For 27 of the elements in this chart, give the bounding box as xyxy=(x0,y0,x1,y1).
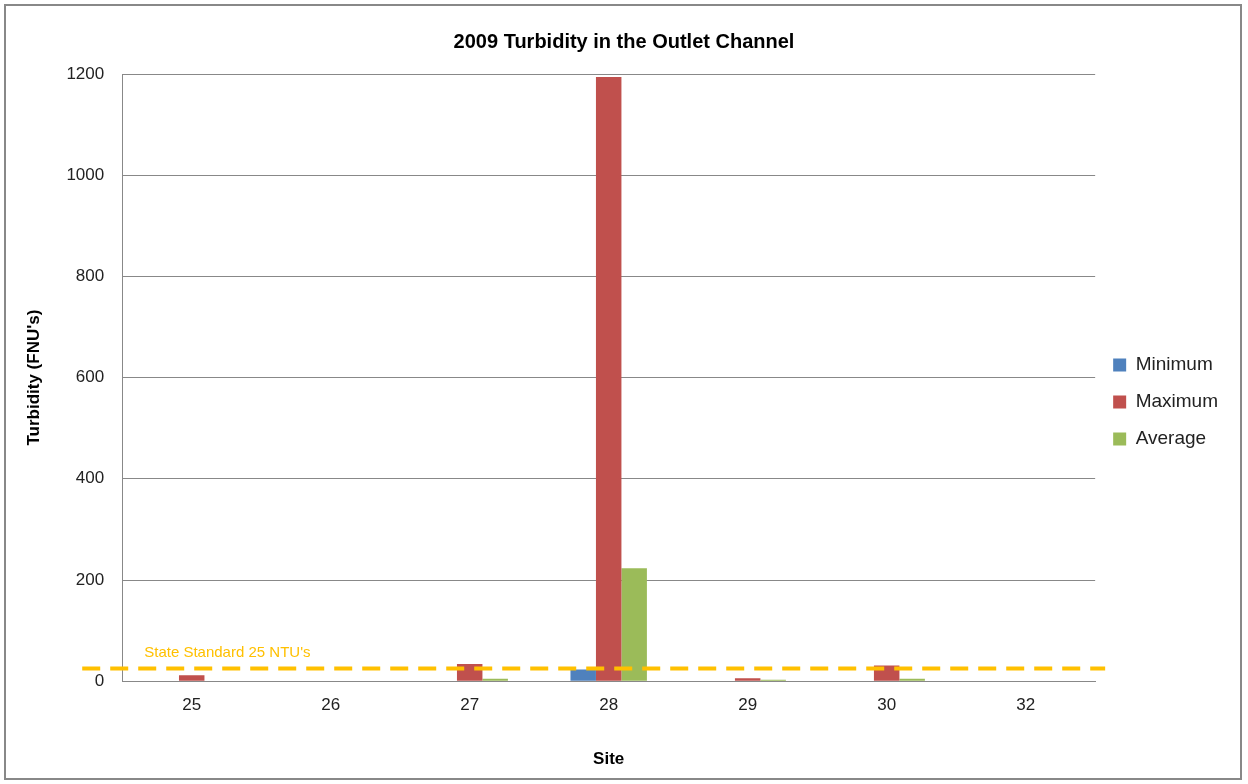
x-tick-label: 32 xyxy=(1016,695,1036,715)
bar xyxy=(621,568,647,681)
x-tick-label: 30 xyxy=(877,695,897,715)
x-tick-label: 29 xyxy=(738,695,758,715)
x-tick-label: 28 xyxy=(599,695,619,715)
chart-title: 2009 Turbidity in the Outlet Channel xyxy=(453,29,795,52)
bar xyxy=(178,675,205,681)
y-tick-label: 0 xyxy=(94,670,105,690)
legend-label: Average xyxy=(1135,427,1207,449)
x-tick-label: 26 xyxy=(321,695,341,715)
ref-line-label: State Standard 25 NTU's xyxy=(144,643,311,661)
x-tick-label: 27 xyxy=(460,695,480,715)
legend-label: Minimum xyxy=(1135,353,1213,375)
bar xyxy=(899,678,925,681)
bar xyxy=(482,678,508,681)
y-tick-label: 800 xyxy=(75,266,105,286)
bar xyxy=(734,678,761,681)
y-tick-label: 1200 xyxy=(66,63,105,83)
y-tick-label: 400 xyxy=(75,468,105,488)
y-tick-label: 200 xyxy=(75,569,105,589)
x-tick-label: 25 xyxy=(182,695,202,715)
x-axis-title: Site xyxy=(593,749,625,769)
legend-label: Maximum xyxy=(1135,390,1219,412)
y-tick-label: 1000 xyxy=(66,164,105,184)
y-axis-title: Turbidity (FNU's) xyxy=(23,309,43,446)
bar xyxy=(595,77,622,681)
y-tick-label: 600 xyxy=(75,367,105,387)
